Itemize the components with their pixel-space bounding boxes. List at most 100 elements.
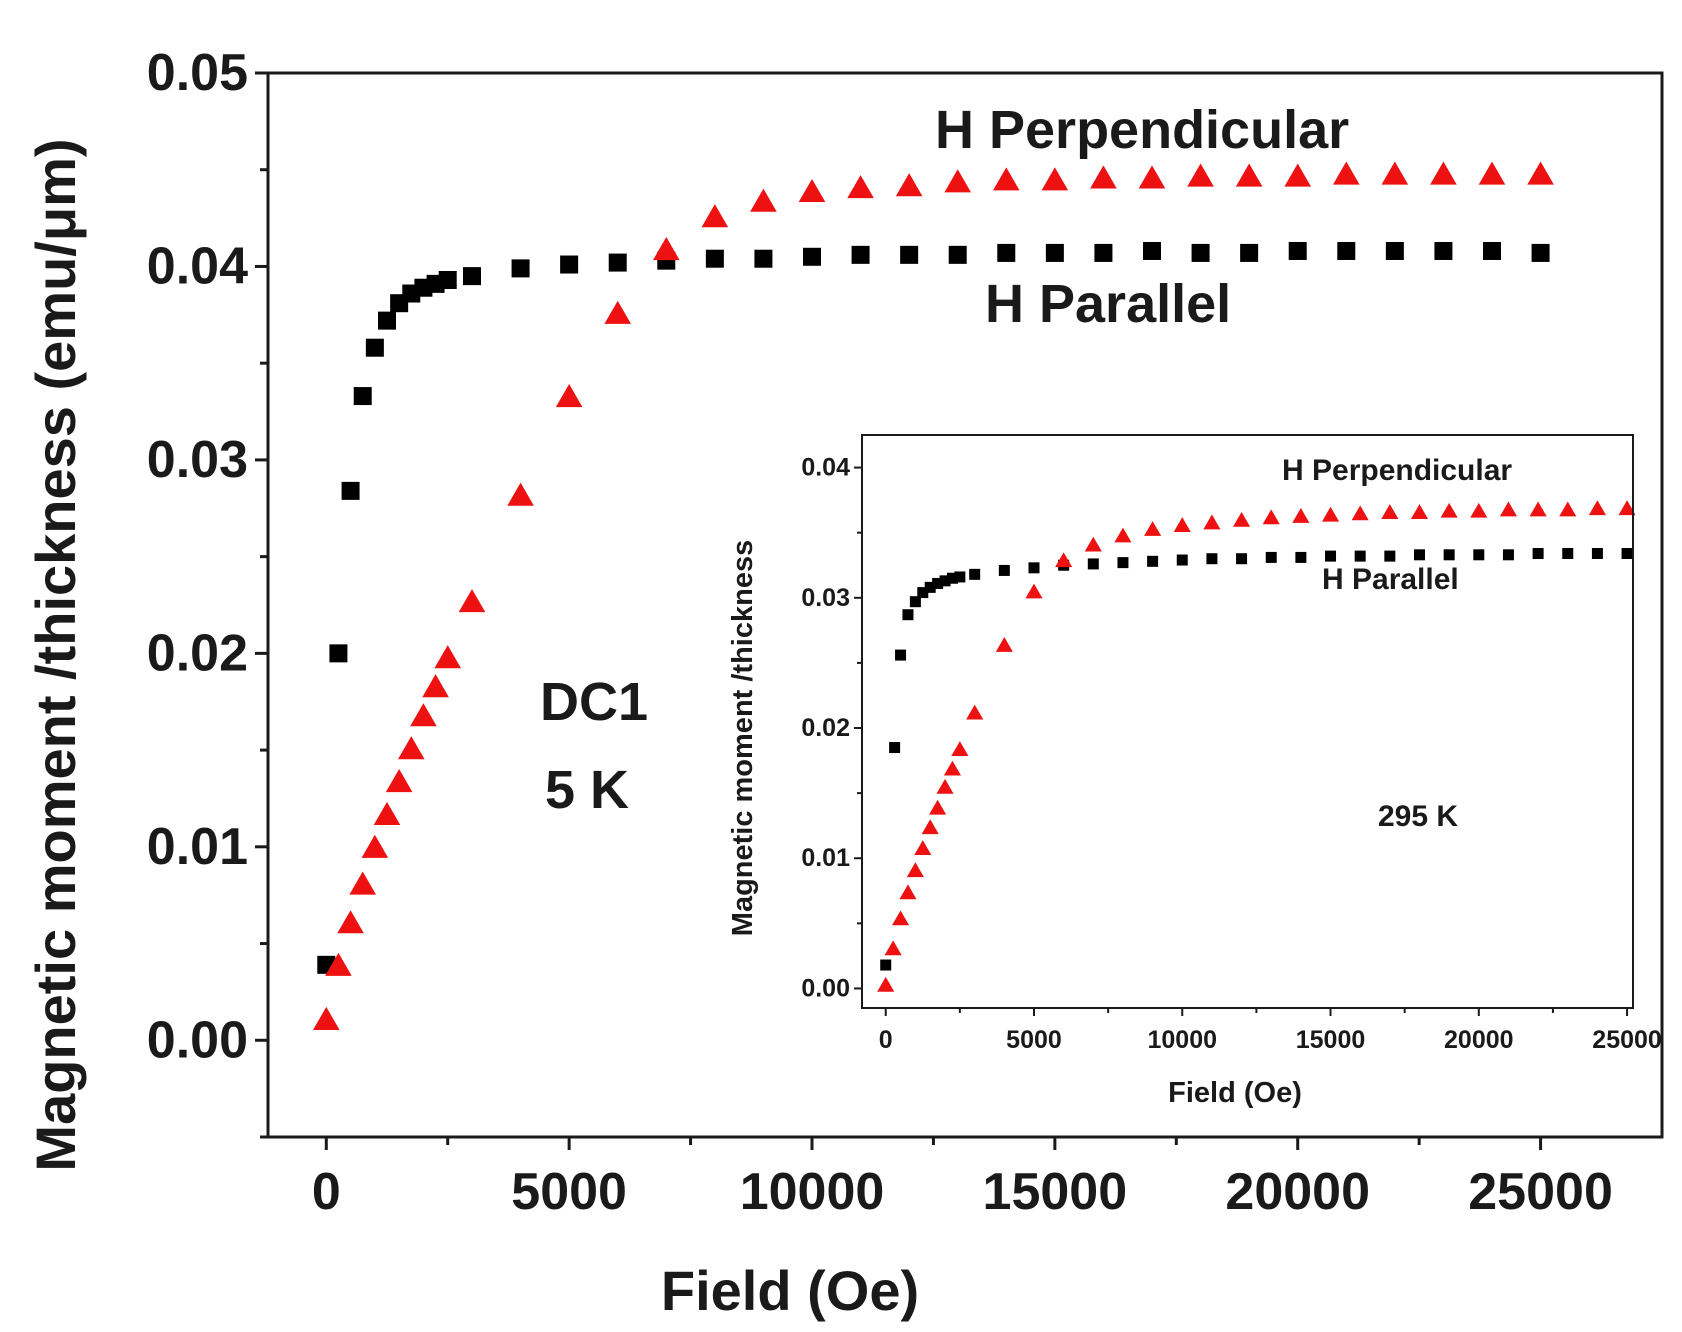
inset-perpendicular-point	[1470, 502, 1488, 518]
inset-perpendicular-point	[1292, 508, 1310, 523]
main-perpendicular-point	[1381, 161, 1409, 185]
inset-parallel-point	[1028, 562, 1040, 574]
inset-perpendicular-point	[1055, 552, 1073, 568]
main-parallel-point	[851, 245, 870, 264]
main-y-tick-label: 0.00	[147, 1011, 248, 1069]
main-perpendicular-point	[397, 736, 425, 760]
main-perpendicular-point	[410, 703, 437, 727]
main-perpendicular-point	[604, 300, 632, 324]
main-x-axis-label: Field (Oe)	[661, 1259, 919, 1322]
main-parallel-point	[1288, 241, 1307, 260]
main-perpendicular-point	[422, 674, 449, 698]
main-perpendicular-point	[325, 952, 352, 976]
inset-perpendicular-point	[929, 799, 947, 815]
main-parallel-point	[1434, 241, 1453, 260]
annotation-h-perpendicular: H Perpendicular	[935, 100, 1349, 160]
main-perpendicular-point	[385, 768, 413, 793]
main-parallel-point	[1337, 241, 1356, 260]
main-y-axis-label: Magnetic moment /thickness (emu/μm)	[24, 138, 87, 1171]
inset-axes-layer: 0 5000 10000 15000 20000 25000 0.00 0.01 0.02 0.0…	[801, 454, 1662, 1054]
inset-parallel-point	[954, 571, 966, 583]
inset-perpendicular-point	[884, 940, 902, 956]
main-perpendicular-point	[507, 482, 534, 506]
main-axes-layer: 0 5000 10000 15000 20000 25000 0.00 0.01 0.02 0.0…	[147, 44, 1613, 1221]
main-y-tick-label: 0.01	[147, 818, 248, 876]
main-parallel-point	[1531, 243, 1550, 262]
inset-y-tick-label: 0.02	[801, 714, 850, 742]
main-parallel-point	[754, 249, 773, 268]
main-perpendicular-point	[349, 871, 377, 895]
main-plot-frame	[266, 71, 1664, 1139]
main-perpendicular-point	[992, 167, 1020, 191]
main-parallel-point	[1483, 241, 1501, 260]
inset-parallel-point	[902, 609, 914, 621]
inset-perpendicular-point	[951, 741, 969, 756]
main-x-tick-label: 10000	[740, 1163, 885, 1221]
inset-perpendicular-point	[1025, 583, 1043, 599]
inset-perpendicular-point	[995, 636, 1013, 652]
main-parallel-point	[329, 644, 348, 663]
main-perpendicular-point	[312, 1006, 340, 1031]
inset-parallel-point	[969, 568, 981, 580]
inset-perpendicular-point	[1203, 514, 1221, 530]
inset-x-axis-label: Field (Oe)	[1168, 1077, 1302, 1109]
main-parallel-point	[378, 311, 396, 330]
inset-perpendicular-point	[1559, 501, 1577, 517]
inset-annotation-h-parallel: H Parallel	[1322, 563, 1459, 596]
inset-parallel-point	[939, 575, 951, 587]
annotation-h-parallel: H Parallel	[985, 274, 1231, 334]
inset-parallel-point	[1295, 551, 1307, 563]
main-parallel-point	[511, 259, 530, 278]
main-series-layer	[312, 161, 1554, 1031]
inset-perpendicular-point	[1351, 505, 1369, 521]
main-perpendicular-point	[361, 834, 389, 858]
main-y-tick-label: 0.05	[147, 44, 248, 102]
main-perpendicular-point	[1138, 165, 1166, 189]
main-perpendicular-point	[701, 204, 729, 228]
main-x-tick-label: 15000	[983, 1163, 1128, 1221]
inset-y-axis-label: Magnetic moment /thickness	[727, 540, 759, 936]
main-perpendicular-point	[1041, 167, 1069, 191]
main-x-tick-label: 25000	[1468, 1163, 1613, 1221]
inset-x-tick-label: 25000	[1592, 1026, 1662, 1054]
main-parallel-point	[608, 253, 627, 272]
main-perpendicular-point	[337, 910, 364, 934]
main-parallel-point	[365, 338, 384, 357]
main-perpendicular-point	[458, 589, 486, 613]
main-perpendicular-point	[434, 645, 462, 669]
inset-background	[862, 435, 1633, 1008]
inset-parallel-point	[1473, 549, 1485, 561]
inset-x-tick-label: 15000	[1296, 1026, 1366, 1054]
inset-parallel-point	[889, 742, 901, 754]
main-parallel-point	[1094, 243, 1113, 262]
inset-parallel-point	[880, 959, 892, 971]
main-y-tick-label: 0.04	[147, 237, 248, 295]
main-plot: 0 5000 10000 15000 20000 25000 0.00 0.01 0.02 0.0…	[24, 44, 1664, 1322]
inset-parallel-point	[924, 581, 936, 593]
inset-parallel-point	[998, 564, 1010, 576]
main-y-tick-label: 0.03	[147, 431, 248, 489]
inset-perpendicular-point	[877, 976, 895, 992]
main-parallel-point	[463, 267, 481, 286]
inset-annotation-h-perpendicular: H Perpendicular	[1282, 454, 1512, 487]
main-parallel-point	[803, 247, 821, 266]
inset-y-tick-label: 0.04	[801, 454, 850, 482]
inset-perpendicular-point	[966, 704, 984, 720]
inset-perpendicular-point	[1173, 517, 1191, 533]
inset-x-tick-label: 0	[879, 1026, 893, 1054]
inset-parallel-point	[1265, 551, 1277, 563]
main-y-tick-label: 0.02	[147, 624, 248, 682]
inset-perpendicular-point	[921, 819, 939, 835]
inset-perpendicular-point	[936, 778, 954, 794]
inset-x-tick-label: 10000	[1147, 1026, 1217, 1054]
inset-perpendicular-point	[1381, 504, 1399, 519]
main-perpendicular-point	[555, 384, 583, 408]
inset-parallel-point	[1087, 558, 1099, 570]
inset-x-tick-label: 5000	[1006, 1026, 1062, 1054]
inset-perpendicular-point	[943, 760, 961, 776]
main-perpendicular-point	[1187, 163, 1214, 187]
inset-perpendicular-point	[899, 884, 917, 900]
inset-perpendicular-point	[1440, 502, 1458, 518]
inset-annotation-temperature-295k: 295 K	[1378, 800, 1458, 833]
